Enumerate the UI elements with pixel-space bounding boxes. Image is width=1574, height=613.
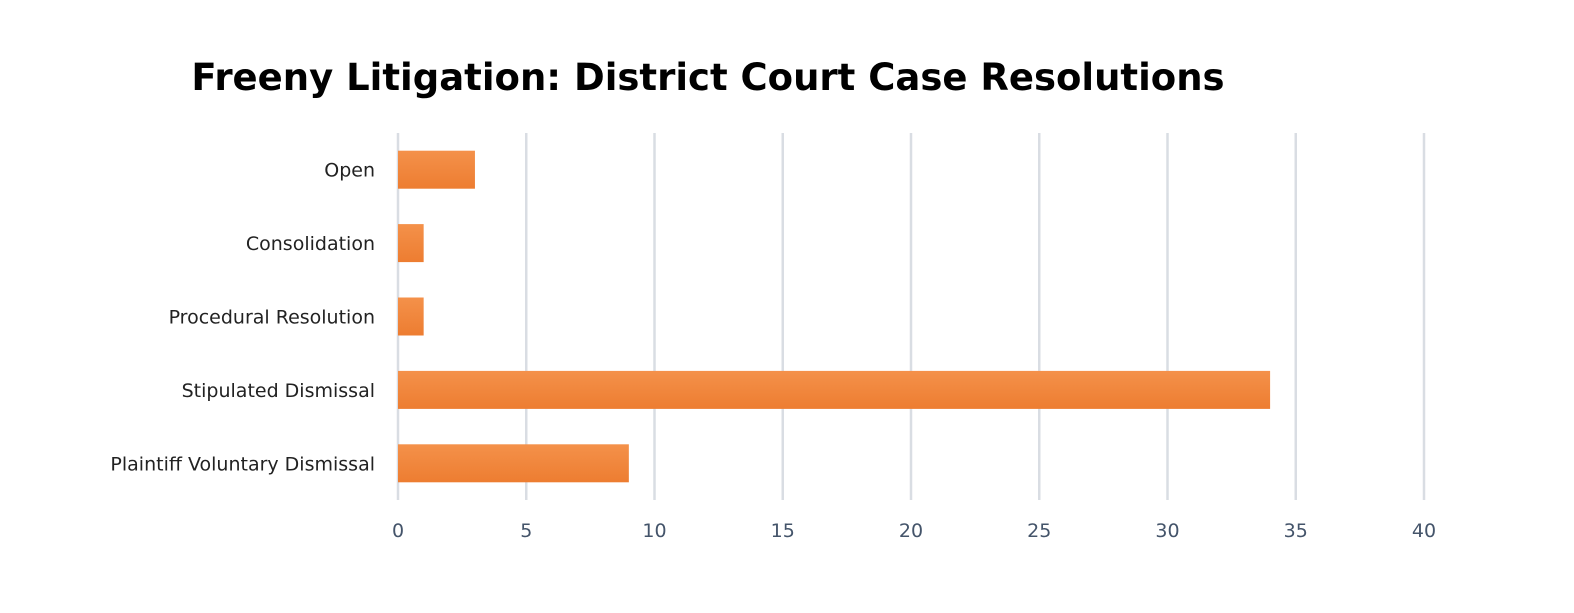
bar-consolidation — [398, 224, 424, 263]
bar-plaintiff-voluntary-dismissal — [398, 444, 629, 483]
x-tick-labels: 0 5 10 15 20 25 30 35 40 — [392, 520, 1436, 542]
chart-title: Freeny Litigation: District Court Case R… — [191, 56, 1224, 99]
x-tick-label-10: 10 — [642, 520, 666, 542]
x-tick-label-35: 35 — [1284, 520, 1308, 542]
bar-procedural-resolution — [398, 297, 424, 336]
category-label-stipulated-dismissal: Stipulated Dismissal — [182, 380, 375, 402]
bar-open — [398, 150, 475, 189]
x-tick-label-25: 25 — [1027, 520, 1051, 542]
x-tick-label-5: 5 — [520, 520, 532, 542]
category-label-plaintiff-voluntary-dismissal: Plaintiff Voluntary Dismissal — [110, 453, 375, 475]
x-tick-label-15: 15 — [771, 520, 795, 542]
x-tick-label-30: 30 — [1155, 520, 1179, 542]
category-labels: Open Consolidation Procedural Resolution St… — [110, 160, 375, 476]
x-tick-label-0: 0 — [392, 520, 404, 542]
category-label-consolidation: Consolidation — [246, 233, 375, 255]
bar-stipulated-dismissal — [398, 370, 1271, 409]
bars — [398, 150, 1271, 483]
gridlines — [396, 133, 1426, 500]
category-label-procedural-resolution: Procedural Resolution — [169, 307, 375, 329]
x-tick-label-40: 40 — [1412, 520, 1436, 542]
x-tick-label-20: 20 — [899, 520, 923, 542]
category-label-open: Open — [324, 160, 375, 182]
